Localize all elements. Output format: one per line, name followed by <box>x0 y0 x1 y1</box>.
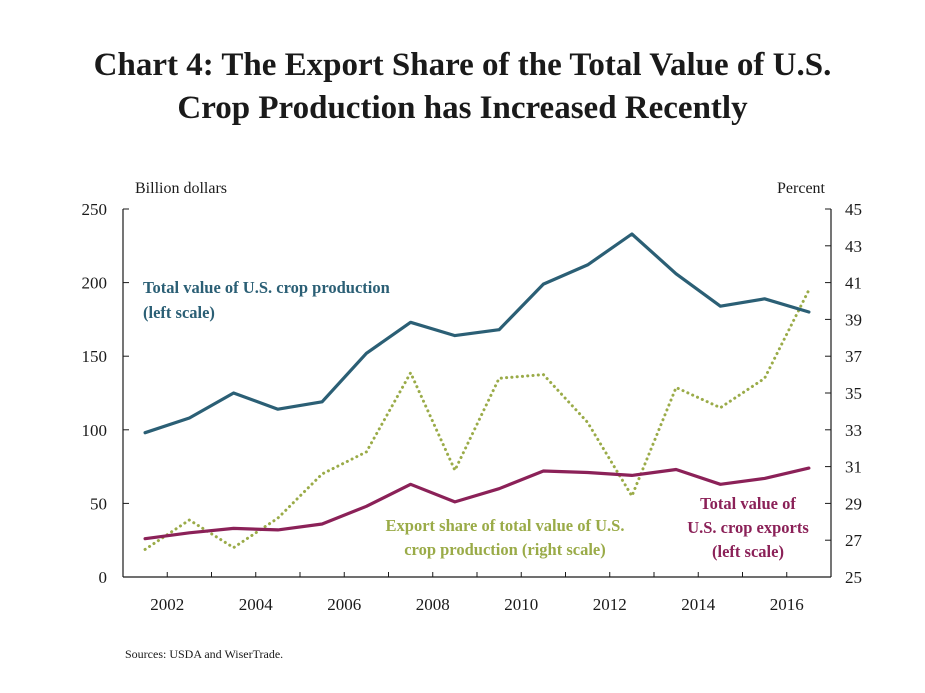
annotation-production-line-1: Total value of U.S. crop production <box>143 278 390 297</box>
annotation-exports-line-2: U.S. crop exports <box>687 518 809 537</box>
right-tick-label: 41 <box>845 274 862 293</box>
x-tick-label: 2016 <box>770 595 804 614</box>
chart-title-line-2: Crop Production has Increased Recently <box>177 90 748 126</box>
right-tick-label: 33 <box>845 421 862 440</box>
left-tick-label: 100 <box>82 421 108 440</box>
x-tick-label: 2012 <box>593 595 627 614</box>
left-tick-label: 50 <box>90 494 107 513</box>
chart-series <box>143 232 811 551</box>
x-tick-label: 2006 <box>327 595 361 614</box>
right-tick-label: 25 <box>845 568 862 587</box>
left-tick-label: 250 <box>82 200 108 219</box>
right-tick-label: 37 <box>845 347 863 366</box>
right-tick-label: 35 <box>845 384 862 403</box>
annotation-export-share: Export share of total value of U.S. crop… <box>386 516 625 559</box>
left-axis-unit-label: Billion dollars <box>135 180 227 197</box>
x-tick-label: 2002 <box>150 595 184 614</box>
x-tick-label: 2004 <box>239 595 274 614</box>
annotation-production: Total value of U.S. crop production (lef… <box>143 278 390 322</box>
left-tick-label: 0 <box>99 568 108 587</box>
right-tick-label: 29 <box>845 494 862 513</box>
right-tick-label: 27 <box>845 531 863 550</box>
annotation-exports-line-3: (left scale) <box>712 542 784 561</box>
annotation-share-line-1: Export share of total value of U.S. <box>386 516 625 535</box>
annotation-exports-line-1: Total value of <box>700 494 796 513</box>
chart-axes: 0 50 100 150 200 250 25 27 29 31 33 35 37 39 41 43 45 200… <box>82 200 863 614</box>
x-tick-label: 2014 <box>681 595 716 614</box>
left-tick-label: 200 <box>82 274 108 293</box>
x-tick-label: 2008 <box>416 595 450 614</box>
annotation-production-line-2: (left scale) <box>143 303 215 322</box>
right-tick-label: 39 <box>845 310 862 329</box>
chart-title: Chart 4: The Export Share of the Total V… <box>0 44 925 130</box>
left-tick-label: 150 <box>82 347 108 366</box>
series-line-total-value-of-u-s-crop-production <box>143 232 811 435</box>
x-tick-label: 2010 <box>504 595 538 614</box>
source-note: Sources: USDA and WiserTrade. <box>125 647 284 661</box>
annotation-share-line-2: crop production (right scale) <box>404 540 606 559</box>
right-axis-unit-label: Percent <box>777 180 826 197</box>
right-tick-label: 43 <box>845 237 862 256</box>
right-tick-label: 45 <box>845 200 862 219</box>
series-line-export-share-of-total-value-of-u-s-crop-production <box>143 288 811 551</box>
right-tick-label: 31 <box>845 458 862 477</box>
series-line-total-value-of-u-s-crop-exports <box>143 466 811 541</box>
chart-title-line-1: Chart 4: The Export Share of the Total V… <box>93 47 832 83</box>
annotation-exports: Total value of U.S. crop exports (left s… <box>687 494 809 561</box>
